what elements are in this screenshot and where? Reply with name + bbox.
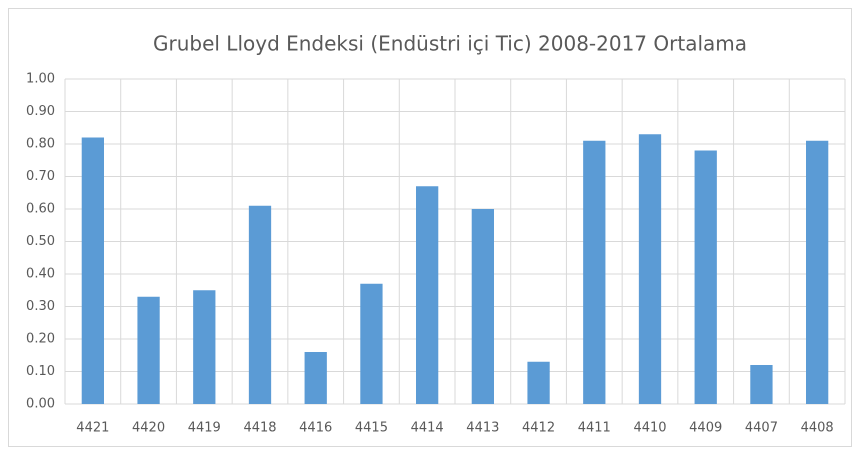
y-tick-label: 1.00 — [26, 72, 55, 87]
x-tick-label: 4419 — [188, 421, 221, 436]
y-tick-label: 0.30 — [26, 299, 55, 314]
bar — [81, 137, 104, 404]
bar — [416, 186, 439, 404]
bar — [750, 365, 773, 404]
y-tick-label: 0.20 — [26, 332, 55, 347]
x-tick-label: 4407 — [745, 421, 778, 436]
chart-title: Grubel Lloyd Endeksi (Endüstri içi Tic) … — [153, 32, 747, 56]
y-tick-label: 0.60 — [26, 202, 55, 217]
x-tick-label: 4416 — [299, 421, 332, 436]
x-tick-label: 4414 — [411, 421, 444, 436]
x-tick-label: 4415 — [355, 421, 388, 436]
y-tick-label: 0.10 — [26, 364, 55, 379]
bar — [193, 290, 216, 404]
bar — [583, 140, 606, 404]
x-tick-label: 4413 — [466, 421, 499, 436]
x-tick-label: 4409 — [689, 421, 722, 436]
y-tick-label: 0.50 — [26, 234, 55, 249]
bar — [806, 140, 829, 404]
x-tick-label: 4420 — [132, 421, 165, 436]
bar — [694, 150, 717, 404]
y-tick-label: 0.90 — [26, 104, 55, 119]
y-tick-label: 0.40 — [26, 267, 55, 282]
y-tick-label: 0.70 — [26, 169, 55, 184]
x-tick-label: 4412 — [522, 421, 555, 436]
bar — [360, 283, 383, 404]
x-tick-label: 4418 — [243, 421, 276, 436]
bar — [471, 209, 494, 404]
bar — [527, 361, 550, 404]
bar — [304, 352, 327, 404]
bar — [137, 296, 160, 404]
bar — [638, 134, 662, 404]
x-tick-label: 4410 — [633, 421, 666, 436]
x-tick-label: 4421 — [76, 421, 109, 436]
x-tick-label: 4408 — [801, 421, 834, 436]
bar — [248, 205, 272, 404]
x-tick-label: 4411 — [578, 421, 611, 436]
y-tick-label: 0.80 — [26, 137, 55, 152]
y-tick-label: 0.00 — [26, 397, 55, 412]
